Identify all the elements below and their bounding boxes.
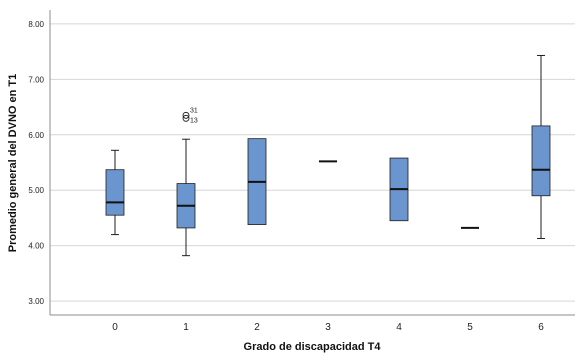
y-tick-label: 3.00 <box>28 297 44 306</box>
axes <box>49 10 575 316</box>
box-2 <box>247 138 267 226</box>
x-tick-label: 1 <box>183 322 189 333</box>
x-tick-label: 5 <box>467 322 473 333</box>
y-tick-label: 6.00 <box>28 131 44 140</box>
y-tick-label: 4.00 <box>28 242 44 251</box>
outlier-marker <box>182 111 190 119</box>
box-0 <box>105 149 125 236</box>
y-tick-label: 5.00 <box>28 186 44 195</box>
x-axis-title: Grado de discapacidad T4 <box>244 341 382 353</box>
x-tick-label: 6 <box>538 322 544 333</box>
x-tick-label: 0 <box>112 322 118 333</box>
boxes <box>105 54 551 257</box>
box-body <box>105 169 125 216</box>
box-body <box>531 125 551 197</box>
y-tick-label: 8.00 <box>28 20 44 29</box>
y-tick-labels: 3.00 4.00 5.00 6.00 7.00 8.00 <box>28 20 44 306</box>
y-tick-label: 7.00 <box>28 75 44 84</box>
box-1 <box>176 138 196 257</box>
x-tick-labels: 0 1 2 3 4 5 6 <box>112 322 544 333</box>
gridlines <box>50 23 575 302</box>
box-6 <box>531 54 551 239</box>
outlier-label: 31 <box>190 107 198 114</box>
outlier-marker <box>182 114 190 122</box>
x-tick-label: 4 <box>396 322 402 333</box>
x-tick-label: 3 <box>325 322 331 333</box>
box-4 <box>389 157 409 222</box>
x-tick-label: 2 <box>254 322 260 333</box>
outlier-label: 13 <box>190 117 198 124</box>
y-axis-title: Promedio general del DVNO en T1 <box>7 74 19 253</box>
